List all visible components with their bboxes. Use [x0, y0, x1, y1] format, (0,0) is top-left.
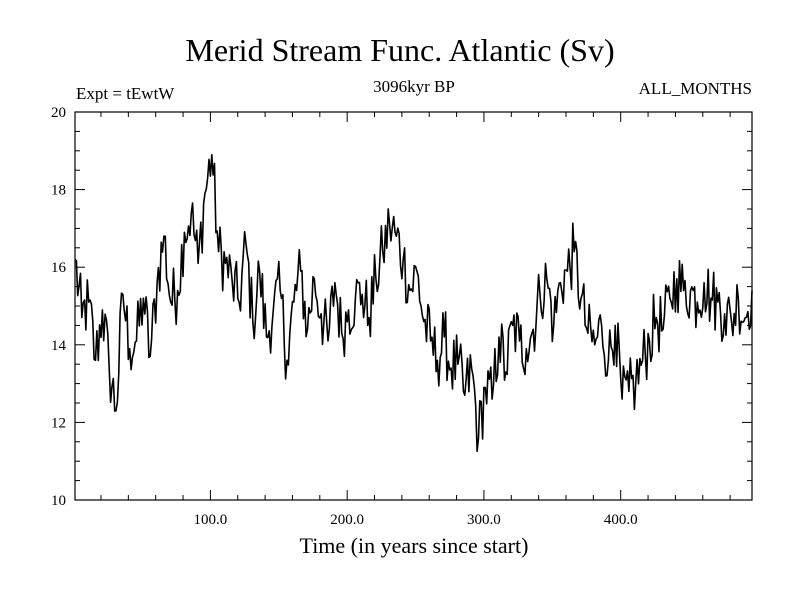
- y-tick-label: 12: [51, 415, 66, 431]
- y-tick-label: 16: [51, 260, 67, 276]
- axis-ticks: [75, 111, 752, 501]
- x-tick-label: 400.0: [604, 512, 638, 528]
- chart-title: Merid Stream Func. Atlantic (Sv): [185, 32, 615, 68]
- y-tick-label: 10: [51, 493, 66, 509]
- period-label: ALL_MONTHS: [638, 79, 752, 98]
- x-tick-label: 200.0: [330, 512, 364, 528]
- series-line: [74, 153, 753, 453]
- x-tick-label: 100.0: [194, 512, 228, 528]
- y-tick-label: 14: [51, 338, 67, 354]
- experiment-label: Expt = tEwtW: [76, 84, 175, 103]
- axis-tick-labels: 100.0 200.0 300.0 400.0 10 12 14 16 18 20: [51, 105, 638, 528]
- y-tick-label: 18: [51, 183, 66, 199]
- x-axis-label: Time (in years since start): [300, 533, 529, 558]
- y-tick-label: 20: [51, 105, 66, 121]
- x-tick-label: 300.0: [467, 512, 501, 528]
- chart-subtitle: 3096kyr BP: [373, 77, 455, 96]
